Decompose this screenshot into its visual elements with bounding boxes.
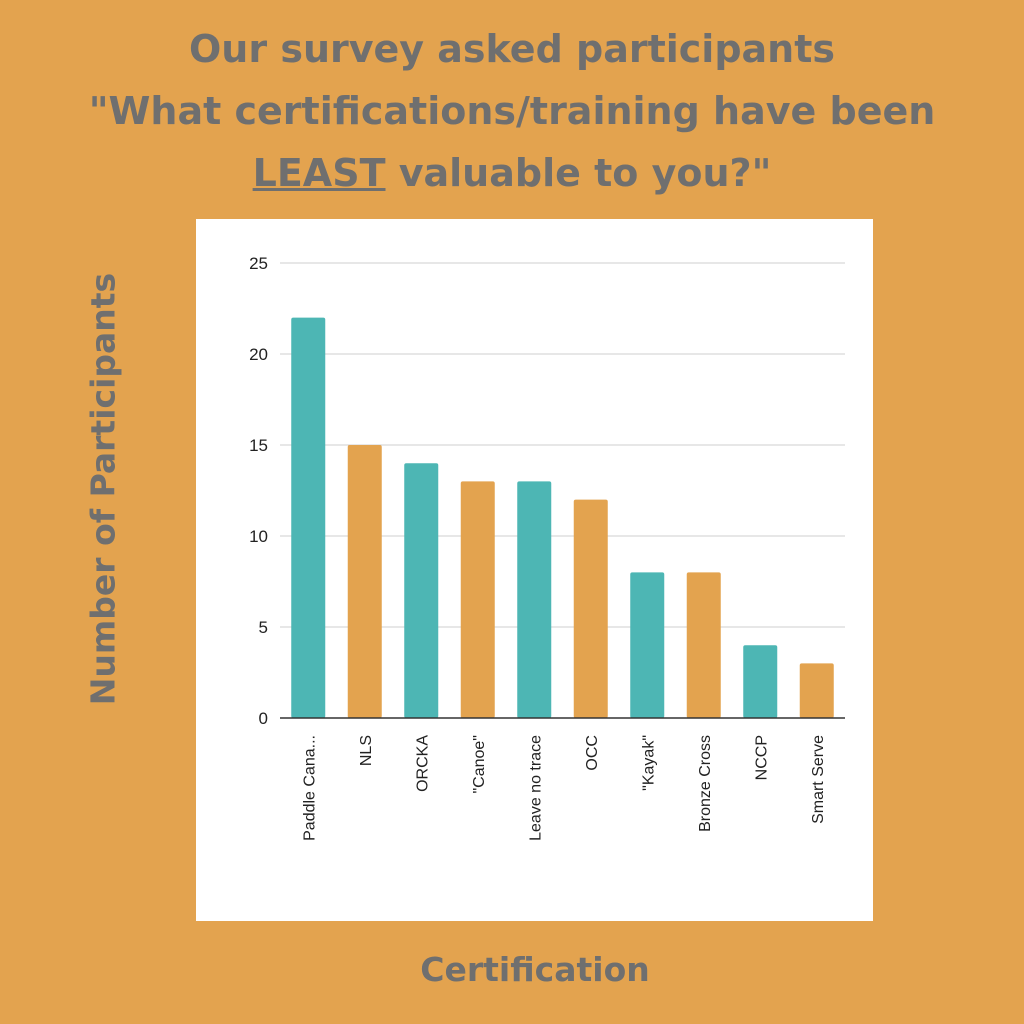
x-tick-label: NLS — [358, 735, 375, 766]
bar — [460, 481, 495, 718]
bar — [799, 663, 834, 718]
title-line-2: "What certifications/training have been — [88, 89, 936, 133]
chart-panel: 0 5 10 15 20 25 Paddle Cana... NLS ORCKA "Canoe" L… — [196, 219, 873, 921]
bar — [743, 645, 778, 718]
bar — [573, 499, 608, 718]
bar — [686, 572, 721, 718]
x-tick-label: "Canoe" — [471, 735, 488, 794]
x-tick-label: ORCKA — [414, 735, 431, 792]
y-tick-label: 15 — [249, 436, 268, 455]
x-tick-label: "Kayak" — [640, 735, 657, 791]
title-line-3-rest: valuable to you?" — [385, 151, 772, 195]
chart-title: Our survey asked participants "What cert… — [0, 18, 1024, 204]
title-line-1: Our survey asked participants — [189, 27, 835, 71]
x-axis-label: Certification — [420, 950, 650, 989]
y-tick-label: 5 — [259, 618, 268, 637]
y-tick-label: 0 — [259, 709, 268, 728]
x-tick-label: Paddle Cana... — [301, 735, 318, 841]
bar — [404, 463, 439, 718]
x-tick-label: Leave no trace — [527, 735, 544, 841]
y-tick-label: 10 — [249, 527, 268, 546]
bar — [347, 445, 382, 718]
bar-chart: 0 5 10 15 20 25 Paddle Cana... NLS ORCKA "Canoe" L… — [249, 254, 845, 841]
x-tick-label: Smart Serve — [810, 735, 827, 824]
title-line-3: LEAST valuable to you?" — [0, 142, 1024, 204]
title-emphasis: LEAST — [252, 151, 386, 195]
y-tick-label: 25 — [249, 254, 268, 273]
bar — [630, 572, 665, 718]
y-tick-label: 20 — [249, 345, 268, 364]
x-tick-label: Bronze Cross — [697, 735, 714, 832]
x-tick-label: OCC — [584, 735, 601, 771]
y-axis-label: Number of Participants — [83, 272, 123, 706]
bar — [517, 481, 552, 718]
x-tick-label: NCCP — [753, 735, 770, 780]
bar — [291, 317, 326, 718]
